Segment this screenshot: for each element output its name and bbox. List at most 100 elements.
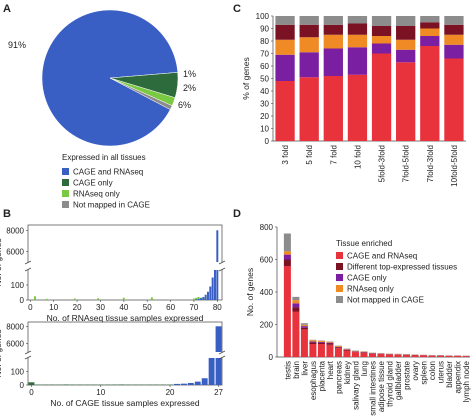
y-tick-label: 0 — [20, 381, 25, 390]
x-tick-label: 60 — [166, 303, 175, 312]
bar-segment — [334, 348, 342, 357]
legend-label-4: Not mapped in CAGE — [347, 296, 424, 305]
x-tick-label: 27 — [214, 388, 223, 397]
bar-segment — [299, 16, 319, 25]
y-tick-label: 8000 — [6, 322, 24, 331]
bar-segment — [309, 341, 317, 343]
panel-d-stacked-bar-chart: 0 200 400 600 800 testis brain liver esophagus pl… — [245, 223, 471, 416]
legend-label-1: Different top-expressed tissues — [347, 263, 457, 272]
panel-label-a: A — [3, 3, 11, 15]
legend-swatch-3 — [62, 201, 69, 208]
bar-segment — [394, 354, 402, 357]
bar-segment — [334, 345, 342, 347]
x-tick-label: lung — [360, 361, 369, 376]
axis-break-mark — [218, 260, 226, 265]
y-tick-label: 20 — [260, 112, 269, 121]
bar-segment — [351, 352, 359, 357]
y-tick-label: 50 — [260, 75, 269, 84]
x-tick-label: bladder — [445, 361, 454, 388]
x-tick-label: pancreas — [334, 361, 343, 394]
x-tick-label: liver — [300, 361, 309, 376]
axis-break-mark — [24, 260, 32, 265]
y-tick-label: 0 — [20, 296, 25, 305]
bar-segment — [462, 356, 470, 357]
bar-segment — [323, 48, 343, 76]
bar-segment — [334, 347, 342, 349]
legend-label-0: CAGE and RNAseq — [347, 252, 417, 261]
legend-label-0: CAGE and RNAseq — [73, 168, 143, 177]
x-axis-label: No. of RNAseq tissue samples expressed — [47, 313, 204, 323]
bar-segment — [420, 16, 440, 23]
bar — [204, 294, 207, 300]
x-tick-label: ovary — [411, 361, 420, 381]
bar-segment — [396, 16, 416, 26]
bar — [199, 298, 202, 300]
bar-segment — [428, 355, 436, 357]
axis-break-mark — [24, 350, 32, 355]
bar-segment — [396, 62, 416, 141]
bar-segment — [454, 356, 462, 357]
bar-segment — [283, 266, 291, 357]
bar — [206, 291, 209, 300]
slice-label-cage-and-rnaseq: 91% — [8, 40, 26, 50]
x-tick-label: thyroid gland — [386, 361, 395, 407]
bar-segment — [445, 356, 453, 357]
bar — [197, 297, 200, 300]
y-tick-label: 100 — [11, 281, 25, 290]
x-tick-label: 20 — [73, 303, 82, 312]
y-axis-label: No. of genes — [245, 268, 255, 316]
slice-label-rnaseq-only: 2% — [183, 83, 196, 93]
pie-slice-cage-and-rnaseq — [41, 9, 179, 147]
bar-segment — [420, 46, 440, 141]
axis-break-mark — [218, 267, 226, 272]
bar — [215, 358, 222, 385]
bar-segment — [299, 77, 319, 141]
x-tick-label: heart — [326, 360, 335, 379]
axis-break-mark — [218, 355, 226, 360]
bar — [192, 298, 195, 300]
bar — [28, 382, 35, 385]
legend-swatch-1 — [336, 263, 343, 270]
legend-swatch-0 — [336, 252, 343, 259]
x-tick-label: 3 fold — [281, 145, 290, 165]
y-tick-label: 0 — [269, 353, 274, 362]
bar-segment — [309, 342, 317, 344]
bar-segment — [444, 58, 464, 141]
bar-segment — [385, 354, 394, 357]
pie-slice-not-mapped-in-cage — [109, 77, 173, 110]
x-tick-label: placenta — [317, 360, 326, 391]
bar-segment — [347, 74, 368, 141]
y-tick-label: 10 — [260, 125, 269, 134]
bar-segment — [347, 23, 368, 35]
x-tick-label: 10 — [49, 303, 58, 312]
y-tick-label: 6000 — [6, 247, 24, 256]
x-tick-label: 10 fold — [353, 145, 362, 169]
legend-swatch-4 — [336, 296, 343, 303]
bar-segment — [396, 49, 416, 63]
x-axis-label: No. of CAGE tissue samples expressed — [50, 398, 200, 408]
x-tick-label: 7 fold — [329, 145, 338, 165]
x-tick-label: 5 fold — [305, 145, 314, 165]
bar-segment — [283, 233, 291, 252]
bar-segment — [323, 16, 343, 25]
legend-swatch-1 — [62, 179, 69, 186]
x-tick-label: 20 — [166, 388, 175, 397]
bar-segment — [317, 341, 325, 343]
y-tick-label: 0 — [265, 137, 270, 146]
x-tick-label: 7fold-3fold — [426, 145, 435, 182]
bar-segment — [323, 24, 343, 35]
bar — [180, 383, 187, 385]
bar — [187, 382, 194, 385]
bar-segment — [377, 354, 385, 357]
x-tick-label: brain — [292, 361, 301, 379]
y-axis-label: % of genes — [241, 57, 251, 100]
bar-segment — [292, 296, 300, 301]
x-tick-label: prostate — [403, 360, 412, 389]
bar — [194, 381, 201, 385]
legend-label-3: Not mapped in CAGE — [73, 201, 150, 210]
axis-break-mark — [24, 355, 32, 360]
y-tick-label: 100 — [256, 12, 270, 21]
panel-label-d: D — [233, 208, 241, 220]
bar — [174, 383, 180, 385]
